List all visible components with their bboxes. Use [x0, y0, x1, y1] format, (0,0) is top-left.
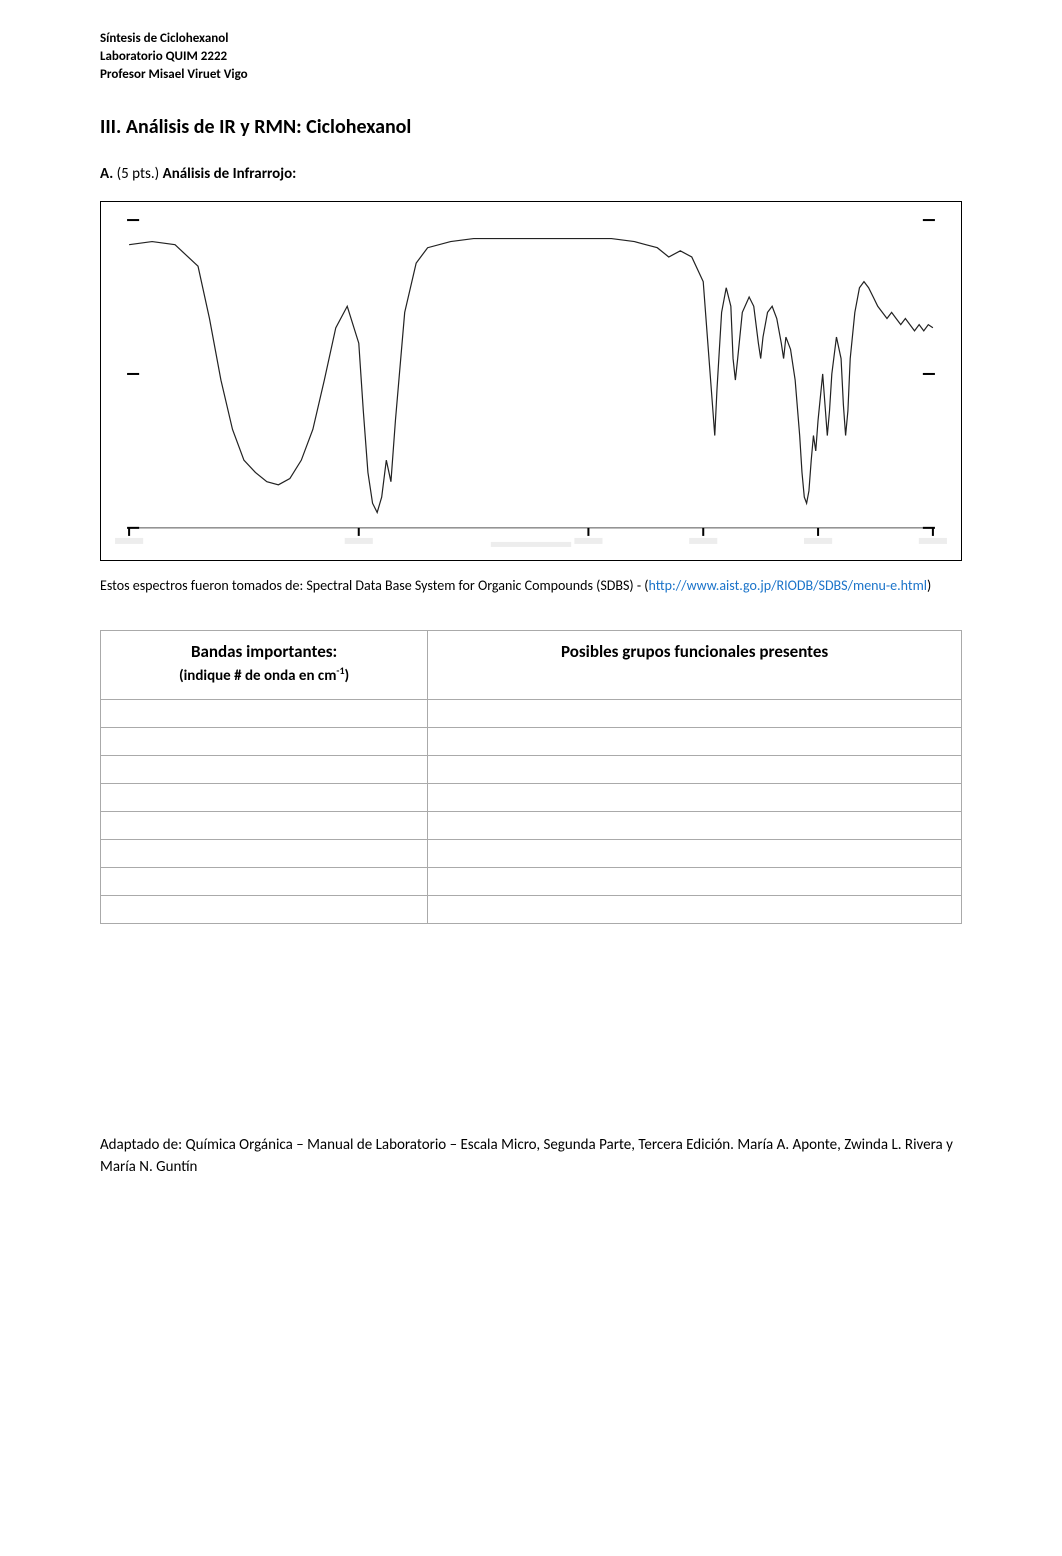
header-line-1: Síntesis de Ciclohexanol: [100, 30, 962, 48]
group-cell: [428, 895, 962, 923]
sub-title: Análisis de Infrarrojo:: [163, 165, 297, 183]
col1-sub: (indique # de onda en cm-1): [115, 664, 413, 685]
section-title: III. Análisis de IR y RMN: Ciclohexanol: [100, 115, 962, 139]
table-col1-header: Bandas importantes: (indique # de onda e…: [101, 630, 428, 699]
group-cell: [428, 839, 962, 867]
group-cell: [428, 727, 962, 755]
band-cell: [101, 811, 428, 839]
ir-spectrum-svg: [109, 210, 953, 552]
footer-note: Adaptado de: Química Orgánica – Manual d…: [100, 1134, 962, 1179]
doc-header: Síntesis de Ciclohexanol Laboratorio QUI…: [100, 30, 962, 85]
table-row: [101, 811, 962, 839]
band-cell: [101, 727, 428, 755]
sub-label: A.: [100, 165, 113, 183]
table-row: [101, 727, 962, 755]
spectrum-caption: Estos espectros fueron tomados de: Spect…: [100, 575, 962, 596]
footer-text: Química Orgánica – Manual de Laboratorio…: [100, 1136, 953, 1177]
caption-link[interactable]: http://www.aist.go.jp/RIODB/SDBS/menu-e.…: [649, 577, 927, 594]
caption-text-b: ): [927, 577, 931, 594]
sub-pts: (5 pts.): [117, 165, 160, 183]
band-cell: [101, 895, 428, 923]
footer-prefix: Adaptado de:: [100, 1136, 186, 1154]
band-cell: [101, 867, 428, 895]
header-line-2: Laboratorio QUIM 2222: [100, 48, 962, 66]
table-row: [101, 867, 962, 895]
group-cell: [428, 811, 962, 839]
band-cell: [101, 699, 428, 727]
band-cell: [101, 839, 428, 867]
band-cell: [101, 755, 428, 783]
table-row: [101, 839, 962, 867]
table-row: [101, 783, 962, 811]
table-row: [101, 699, 962, 727]
table-row: [101, 755, 962, 783]
header-line-3: Profesor Misael Viruet Vigo: [100, 66, 962, 84]
table-row: [101, 895, 962, 923]
col1-title: Bandas importantes:: [191, 641, 337, 662]
group-cell: [428, 699, 962, 727]
ir-bands-table: Bandas importantes: (indique # de onda e…: [100, 630, 962, 924]
group-cell: [428, 755, 962, 783]
ir-spectrum-figure: [100, 201, 962, 561]
band-cell: [101, 783, 428, 811]
caption-text-a: Estos espectros fueron tomados de: Spect…: [100, 577, 649, 594]
group-cell: [428, 867, 962, 895]
table-col2-header: Posibles grupos funcionales presentes: [428, 630, 962, 699]
group-cell: [428, 783, 962, 811]
subsection-a: A. (5 pts.) Análisis de Infrarrojo:: [100, 165, 962, 183]
